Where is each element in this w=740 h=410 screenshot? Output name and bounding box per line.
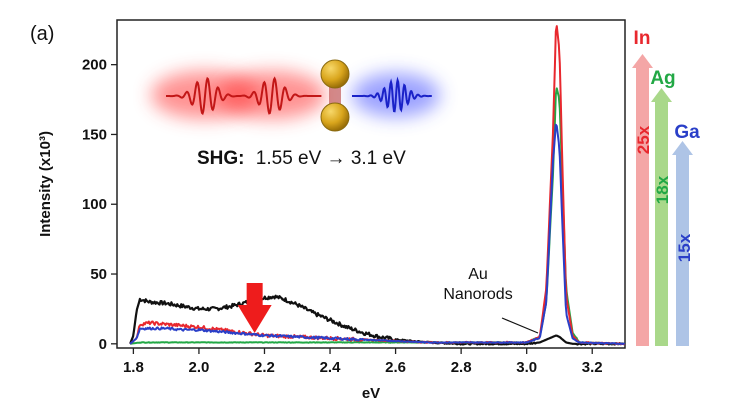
enhancement-ag: Ag 18x [650,68,676,346]
au-pointer-line [501,317,539,334]
in-factor: 25x [634,125,653,154]
series-line-0 [129,294,626,346]
ag-enhancement-arrowhead [651,88,672,102]
ag-label: Ag [650,68,675,89]
blue-pulse-wave [352,76,432,113]
ga-factor: 15x [675,233,694,262]
nanorods-label: Nanorods [443,286,512,303]
shg-energies: 1.55 eV → 3.1 eV [256,148,406,169]
in-enhancement-arrowhead [632,54,653,68]
plot-frame [116,19,626,349]
x-tick-label: 3.2 [582,359,603,376]
y-axis-title: Intensity (x10³) [37,131,54,237]
ag-enhancement-bar [655,100,668,346]
red-pulse-wave [166,76,322,116]
enhancement-in: In 25x [632,28,653,346]
inset-illustration: SHG: 1.55 eV → 3.1 eV [151,59,440,169]
x-tick-label: 3.0 [516,359,537,376]
ag-factor: 18x [653,175,672,204]
x-tick-label: 2.0 [189,359,210,376]
ga-enhancement-arrowhead [672,141,693,155]
y-tick-label: 150 [82,126,107,143]
x-tick-label: 1.8 [123,359,144,376]
in-enhancement-bar [636,66,649,346]
enhancement-ga: Ga 15x [672,122,700,346]
x-tick-label: 2.8 [451,359,472,376]
enhancement-arrows: In 25x Ag 18x Ga 15x [632,28,700,346]
x-tick-label: 2.2 [254,359,275,376]
x-tick-label: 2.6 [385,359,406,376]
panel-label: (a) [30,23,54,45]
gap-glow [329,82,341,108]
series-line-3 [129,123,626,345]
au-label: Au [468,266,488,283]
ga-label: Ga [674,122,700,143]
gold-nanoparticle-bottom [320,102,350,132]
y-tick-label: 100 [82,196,107,213]
shg-caption: SHG: 1.55 eV → 3.1 eV [197,148,406,169]
shg-prefix: SHG: [197,148,245,169]
x-tick-label: 2.4 [320,359,342,376]
y-tick-label: 0 [99,336,107,353]
ga-enhancement-bar [676,153,689,346]
in-label: In [634,28,651,49]
y-tick-label: 200 [82,57,107,74]
down-arrow-marker [237,283,272,333]
x-axis-title: eV [362,385,380,402]
axis-ticks: 1.8 2.0 2.2 2.4 2.6 2.8 3.0 3.2 0 50 100 150 200 [82,57,603,376]
series-group [129,25,626,346]
gold-nanoparticle-top [320,59,350,89]
y-tick-label: 50 [90,266,107,283]
